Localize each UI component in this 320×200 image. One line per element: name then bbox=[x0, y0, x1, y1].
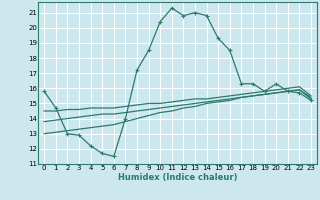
X-axis label: Humidex (Indice chaleur): Humidex (Indice chaleur) bbox=[118, 173, 237, 182]
